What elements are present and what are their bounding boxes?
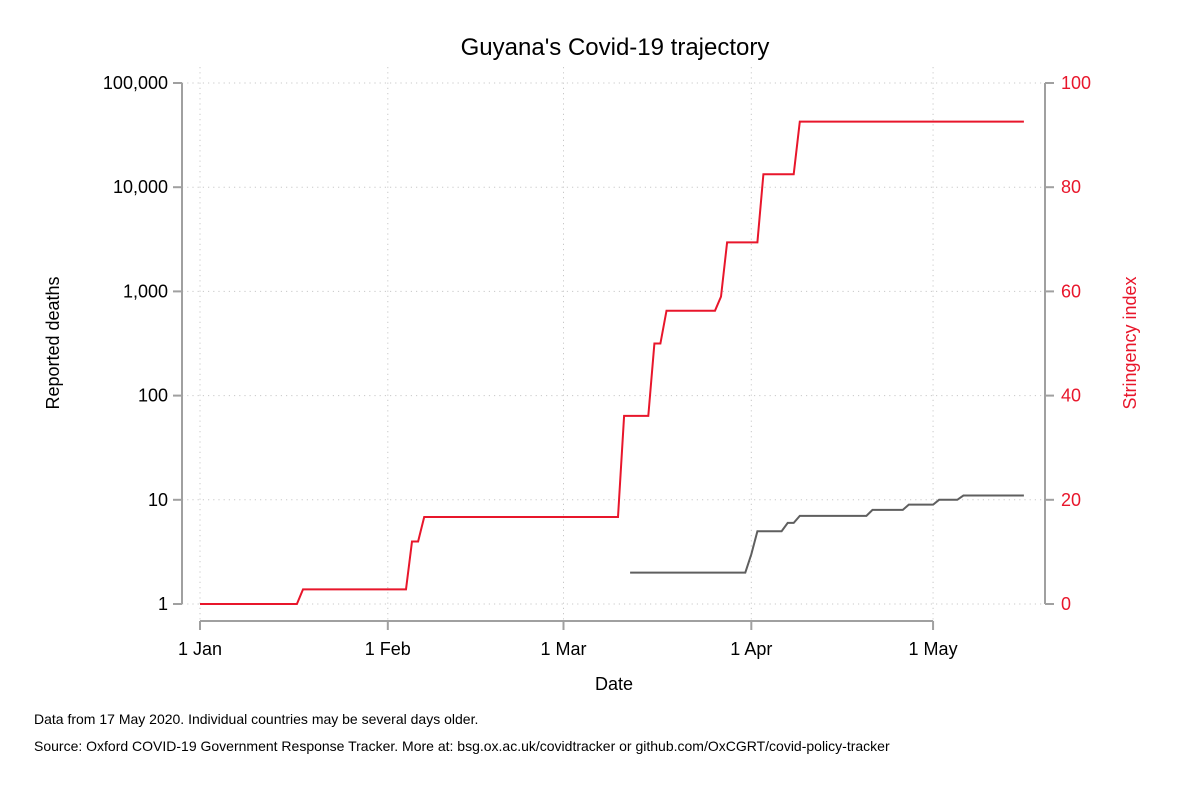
left-tick-label: 100 xyxy=(138,386,168,406)
right-tick-label: 40 xyxy=(1061,386,1081,406)
data-date-note: Data from 17 May 2020. Individual countr… xyxy=(34,711,479,727)
x-axis-title: Date xyxy=(595,674,633,694)
left-tick-label: 10,000 xyxy=(113,177,168,197)
ticks: 1 10 100 1,000 10,000 100,000 0 20 40 60 80 100 1 Ja… xyxy=(103,73,1091,659)
right-tick-label: 80 xyxy=(1061,177,1081,197)
axes xyxy=(181,83,1046,622)
x-tick-label: 1 Mar xyxy=(540,639,586,659)
x-tick-label: 1 May xyxy=(909,639,958,659)
left-tick-label: 10 xyxy=(148,490,168,510)
right-tick-label: 100 xyxy=(1061,73,1091,93)
left-tick-label: 1,000 xyxy=(123,281,168,301)
series xyxy=(200,120,1024,605)
source-note: Source: Oxford COVID-19 Government Respo… xyxy=(34,738,890,754)
stringency-line xyxy=(200,120,1024,605)
left-tick-label: 1 xyxy=(158,594,168,614)
x-tick-label: 1 Apr xyxy=(730,639,772,659)
chart-title: Guyana's Covid-19 trajectory xyxy=(461,34,770,61)
grid xyxy=(182,67,1045,621)
right-tick-label: 60 xyxy=(1061,281,1081,301)
x-tick-label: 1 Feb xyxy=(365,639,411,659)
left-axis-title: Reported deaths xyxy=(43,276,63,409)
right-tick-label: 20 xyxy=(1061,490,1081,510)
right-axis-title: Stringency index xyxy=(1120,276,1140,409)
x-tick-label: 1 Jan xyxy=(178,639,222,659)
right-tick-label: 0 xyxy=(1061,594,1071,614)
left-tick-label: 100,000 xyxy=(103,73,168,93)
deaths-line xyxy=(630,494,1024,574)
